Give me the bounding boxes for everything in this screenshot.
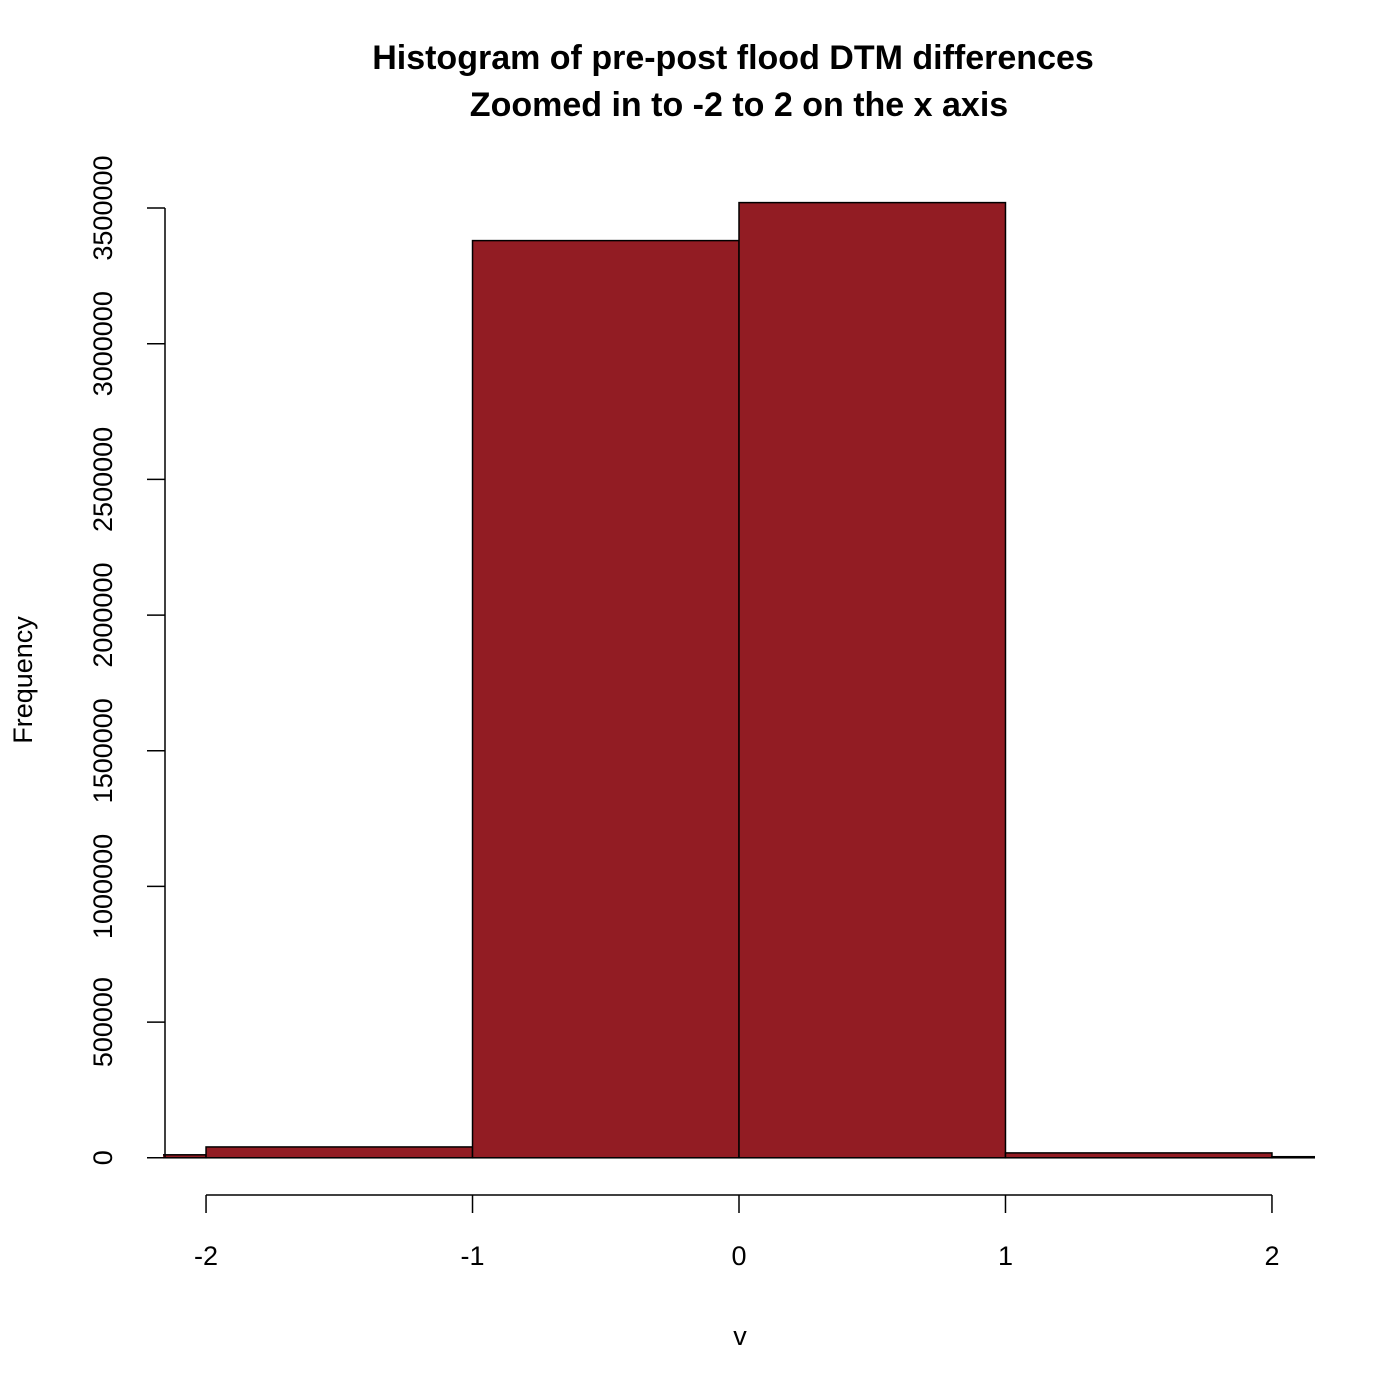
y-tick-label: 1500000 [88, 698, 118, 803]
y-tick-label: 2000000 [88, 563, 118, 668]
bar [738, 201, 1007, 1159]
y-tick-label: 3000000 [88, 291, 118, 396]
bar [205, 1146, 474, 1159]
bar [1004, 1152, 1273, 1159]
bar [471, 239, 740, 1159]
x-tick-label: 2 [1264, 1241, 1279, 1271]
y-axis-title: Frequency [8, 616, 38, 744]
y-tick-label: 1000000 [88, 834, 118, 939]
x-tick-label: 1 [998, 1241, 1013, 1271]
chart-title: Histogram of pre-post flood DTM differen… [372, 39, 1094, 77]
x-tick-label: -2 [194, 1241, 218, 1271]
y-tick-label: 0 [88, 1150, 118, 1165]
y-tick-label: 500000 [88, 977, 118, 1067]
x-tick-label: -1 [461, 1241, 485, 1271]
x-axis-title: v [733, 1321, 747, 1351]
y-tick-label: 2500000 [88, 427, 118, 532]
x-tick-label: 0 [731, 1241, 746, 1271]
plot-area [163, 201, 1315, 1159]
bar [1271, 1155, 1315, 1159]
chart-subtitle: Zoomed in to -2 to 2 on the x axis [470, 86, 1008, 124]
y-tick-label: 3500000 [88, 155, 118, 260]
